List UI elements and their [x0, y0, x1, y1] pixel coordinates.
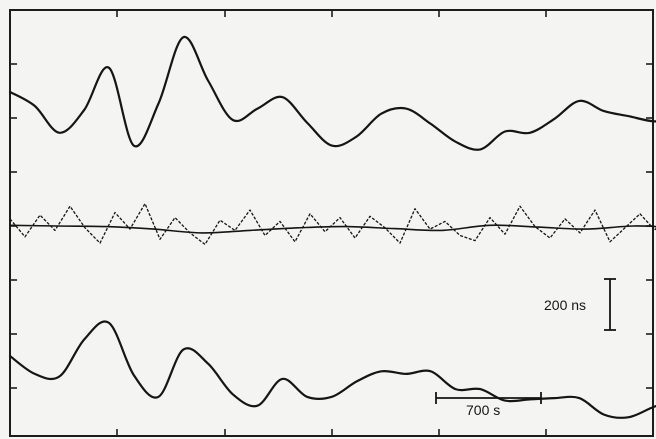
traces	[8, 36, 656, 419]
series-bottom	[8, 320, 656, 419]
time-scale-label: 700 s	[466, 402, 500, 418]
series-middle-dashed	[9, 202, 656, 246]
delay-scale-label: 200 ns	[544, 297, 586, 313]
series-top	[8, 36, 656, 151]
time-scale-bar: 700 s	[435, 392, 542, 418]
series-middle-smooth	[9, 224, 656, 234]
axis-ticks	[9, 9, 654, 436]
delay-scale-bar: 200 ns	[544, 278, 616, 331]
plot-frame	[9, 9, 654, 437]
